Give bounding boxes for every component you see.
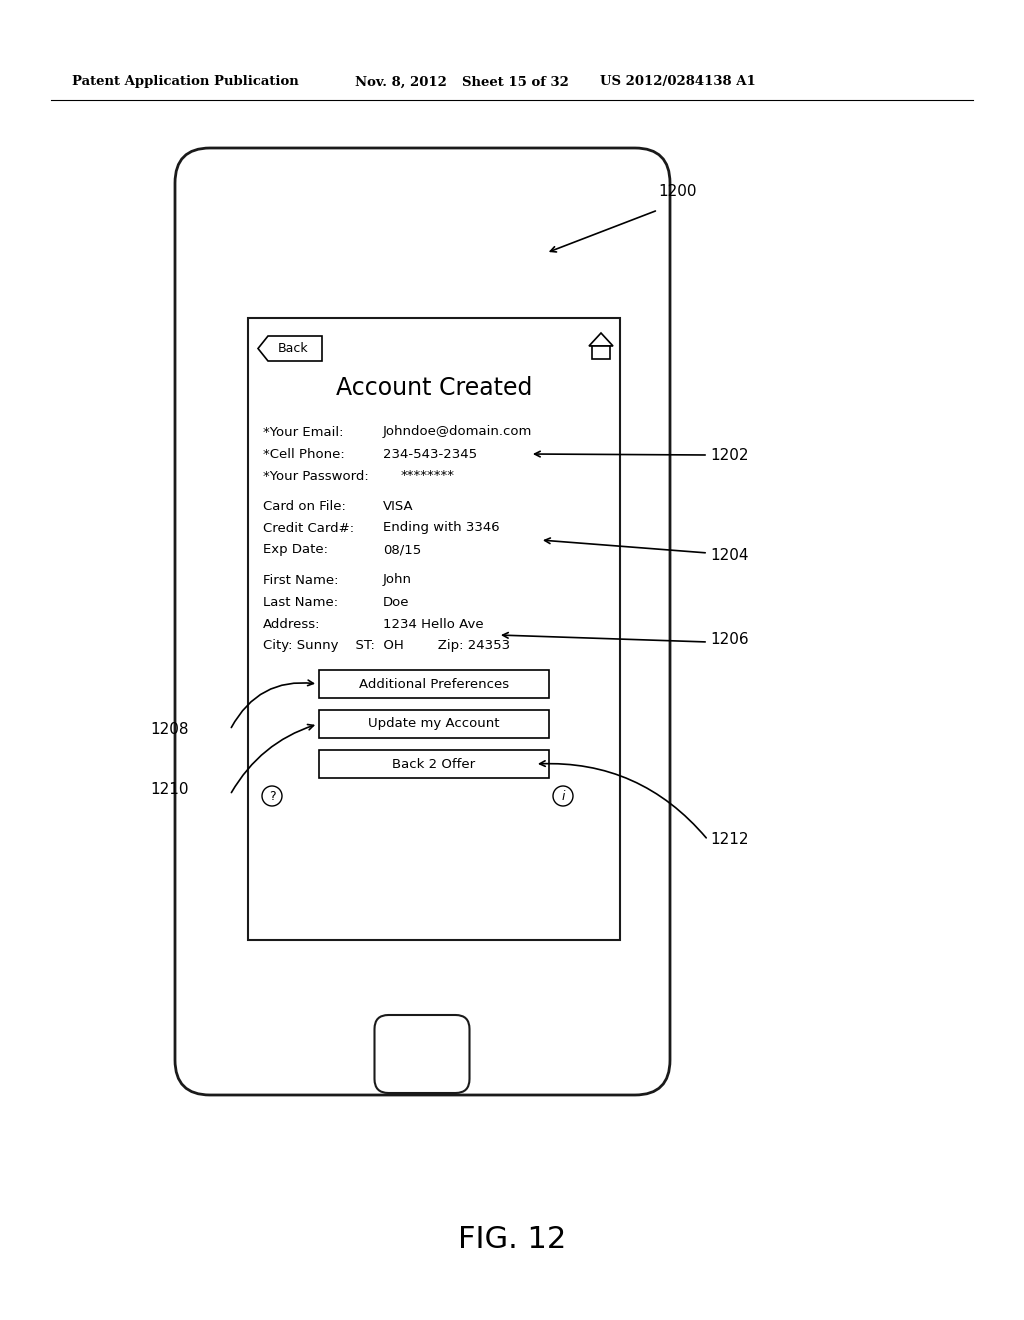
Polygon shape — [258, 337, 322, 360]
Text: Doe: Doe — [383, 595, 410, 609]
Bar — [319, 710, 549, 738]
Text: Ending with 3346: Ending with 3346 — [383, 521, 500, 535]
Circle shape — [262, 785, 282, 807]
Text: Account Created: Account Created — [336, 376, 532, 400]
Bar — [319, 750, 549, 777]
Text: Update my Account: Update my Account — [369, 718, 500, 730]
Text: 1234 Hello Ave: 1234 Hello Ave — [383, 618, 483, 631]
Bar — [319, 671, 549, 698]
Text: *Cell Phone:: *Cell Phone: — [263, 447, 345, 461]
Bar — [592, 346, 610, 359]
Text: First Name:: First Name: — [263, 573, 339, 586]
Text: ********: ******** — [401, 470, 455, 483]
FancyBboxPatch shape — [175, 148, 670, 1096]
Text: 1206: 1206 — [710, 632, 749, 648]
Text: Back: Back — [278, 342, 308, 355]
Text: FIG. 12: FIG. 12 — [458, 1225, 566, 1254]
Text: 1208: 1208 — [150, 722, 188, 738]
Text: i: i — [561, 789, 565, 803]
Text: Last Name:: Last Name: — [263, 595, 338, 609]
Text: Card on File:: Card on File: — [263, 499, 346, 512]
Text: VISA: VISA — [383, 499, 414, 512]
Text: Back 2 Offer: Back 2 Offer — [392, 758, 475, 771]
Text: 1202: 1202 — [710, 447, 749, 462]
Text: Credit Card#:: Credit Card#: — [263, 521, 354, 535]
Text: 1200: 1200 — [658, 185, 696, 199]
Text: Sheet 15 of 32: Sheet 15 of 32 — [462, 75, 569, 88]
Text: US 2012/0284138 A1: US 2012/0284138 A1 — [600, 75, 756, 88]
Text: Nov. 8, 2012: Nov. 8, 2012 — [355, 75, 446, 88]
Text: City: Sunny    ST:  OH        Zip: 24353: City: Sunny ST: OH Zip: 24353 — [263, 639, 510, 652]
Text: ?: ? — [268, 789, 275, 803]
Text: *Your Email:: *Your Email: — [263, 425, 343, 438]
Text: 08/15: 08/15 — [383, 544, 421, 557]
Text: *Your Password:: *Your Password: — [263, 470, 369, 483]
Bar — [248, 318, 620, 940]
Text: 234-543-2345: 234-543-2345 — [383, 447, 477, 461]
Circle shape — [553, 785, 573, 807]
Text: John: John — [383, 573, 412, 586]
Text: Address:: Address: — [263, 618, 321, 631]
Text: 1204: 1204 — [710, 548, 749, 562]
Text: Additional Preferences: Additional Preferences — [359, 677, 509, 690]
Text: Johndoe@domain.com: Johndoe@domain.com — [383, 425, 532, 438]
Text: 1210: 1210 — [150, 783, 188, 797]
Text: Exp Date:: Exp Date: — [263, 544, 328, 557]
Text: 1212: 1212 — [710, 833, 749, 847]
FancyBboxPatch shape — [375, 1015, 469, 1093]
Polygon shape — [589, 333, 613, 346]
Text: Patent Application Publication: Patent Application Publication — [72, 75, 299, 88]
